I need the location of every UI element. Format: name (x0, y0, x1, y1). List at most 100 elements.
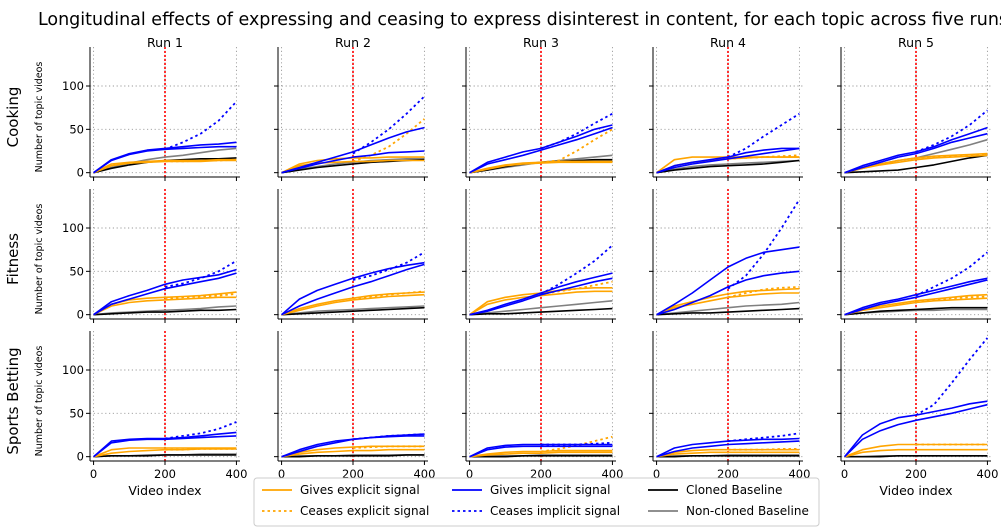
series-line-noncloned (93, 305, 237, 316)
series-line-implicit-b (656, 440, 800, 458)
series-line-explicit-ceased (727, 154, 800, 160)
x-tick-label: 400 (976, 467, 998, 481)
y-tick-label: 50 (69, 122, 84, 136)
series-line-implicit-ceased (727, 432, 800, 442)
series-line-cloned (469, 307, 613, 316)
topic-labels: Cooking Number of topic videos Fitness Numb… (4, 62, 45, 457)
legend-label: Gives implicit signal (490, 483, 610, 497)
x-tick-label: 0 (90, 467, 97, 481)
run-label: Run 4 (710, 35, 746, 50)
series-line-explicit-ceased (164, 293, 237, 300)
y-tick-label: 0 (77, 450, 84, 464)
panel: 0 50 100 0 200 400 Video index (62, 331, 247, 498)
series-line-explicit-ceased (540, 128, 613, 164)
series-line-implicit-b (281, 263, 425, 316)
series-line-explicit-b (93, 296, 237, 316)
y-axis-label: Number of topic videos (34, 346, 45, 457)
series-line-implicit-b (656, 270, 800, 316)
series-line-implicit-ceased (915, 251, 988, 297)
series-line-explicit-a (93, 447, 237, 458)
series-line-explicit-b (281, 293, 425, 316)
series-line-explicit-a (656, 287, 800, 316)
run-label: Run 1 (147, 35, 183, 50)
run-label: Run 3 (523, 35, 559, 50)
series-line-cloned (656, 307, 800, 316)
series-line-cloned (844, 306, 988, 316)
x-tick-label: 0 (278, 467, 285, 481)
series-line-explicit-ceased (728, 447, 800, 451)
series-line-implicit-ceased (727, 198, 801, 290)
series-line-cloned (844, 154, 988, 174)
series-line-cloned (93, 454, 237, 458)
x-axis-label: Video index (879, 483, 952, 498)
y-tick-label: 50 (69, 406, 84, 420)
figure-title: Longitudinal effects of expressing and c… (38, 10, 1001, 30)
x-tick-label: 0 (653, 467, 660, 481)
series-line-explicit-b (656, 451, 800, 458)
series-line-implicit-ceased (352, 95, 426, 155)
panel: 0 50 100 (62, 47, 240, 181)
x-tick-label: 0 (466, 467, 473, 481)
panel (837, 47, 991, 181)
panel (462, 47, 616, 181)
panel: 0 200 400 Video index (837, 331, 998, 498)
series-line-noncloned (281, 305, 425, 316)
series-line-cloned (281, 306, 425, 316)
series-line-implicit-b (469, 445, 613, 458)
panel (649, 47, 803, 181)
series-line-explicit-b (844, 297, 988, 316)
series-line-noncloned (656, 301, 800, 316)
legend-label: Ceases explicit signal (300, 504, 429, 518)
series-line-implicit-b (844, 403, 988, 458)
series-line-noncloned (93, 147, 237, 174)
series-line-implicit-ceased (352, 433, 425, 441)
run-label: Run 2 (335, 35, 371, 50)
panel (462, 189, 616, 323)
series-line-implicit-ceased (164, 421, 237, 440)
series-line-noncloned (281, 158, 425, 174)
y-axis-label: Number of topic videos (34, 204, 45, 315)
x-tick-label: 0 (841, 467, 848, 481)
y-tick-label: 50 (69, 264, 84, 278)
legend-label: Cloned Baseline (686, 483, 782, 497)
series-line-noncloned (469, 300, 613, 316)
y-tick-label: 0 (77, 166, 84, 180)
series-line-implicit-b (844, 279, 988, 316)
series-line-cloned (93, 308, 237, 316)
series-line-explicit-b (844, 448, 988, 458)
series-line-implicit-b (469, 277, 613, 316)
series-line-cloned (656, 454, 800, 458)
series-line-implicit-ceased (540, 112, 613, 150)
legend-label: Gives explicit signal (300, 483, 420, 497)
series-line-implicit-b (469, 126, 613, 174)
y-tick-label: 100 (62, 221, 84, 235)
series-line-explicit-ceased (915, 295, 988, 303)
y-tick-label: 100 (62, 363, 84, 377)
series-line-explicit-ceased (165, 447, 237, 451)
series-line-implicit-b (281, 150, 425, 174)
series-line-implicit-a (656, 246, 800, 316)
series-line-implicit-ceased (727, 112, 800, 158)
series-line-implicit-ceased (915, 109, 988, 153)
series-line-explicit-ceased (352, 118, 425, 163)
x-tick-label: 200 (905, 467, 927, 481)
series-line-implicit-ceased (541, 441, 613, 446)
legend-label: Non-cloned Baseline (686, 504, 809, 518)
series-line-explicit-ceased (352, 290, 425, 300)
series-line-explicit-ceased (540, 435, 613, 453)
series-line-implicit-ceased (164, 100, 238, 151)
legend: Gives explicit signal Ceases explicit sig… (253, 477, 820, 527)
x-tick-label: 400 (225, 467, 247, 481)
series-line-cloned (844, 454, 988, 458)
run-label: Run 5 (898, 35, 934, 50)
topic-label: Cooking (4, 87, 22, 148)
series-line-implicit-a (281, 126, 425, 174)
series-line-explicit-b (281, 448, 425, 458)
x-axis-label: Video index (128, 483, 201, 498)
panel (274, 47, 428, 181)
series-line-explicit-ceased (352, 445, 425, 449)
